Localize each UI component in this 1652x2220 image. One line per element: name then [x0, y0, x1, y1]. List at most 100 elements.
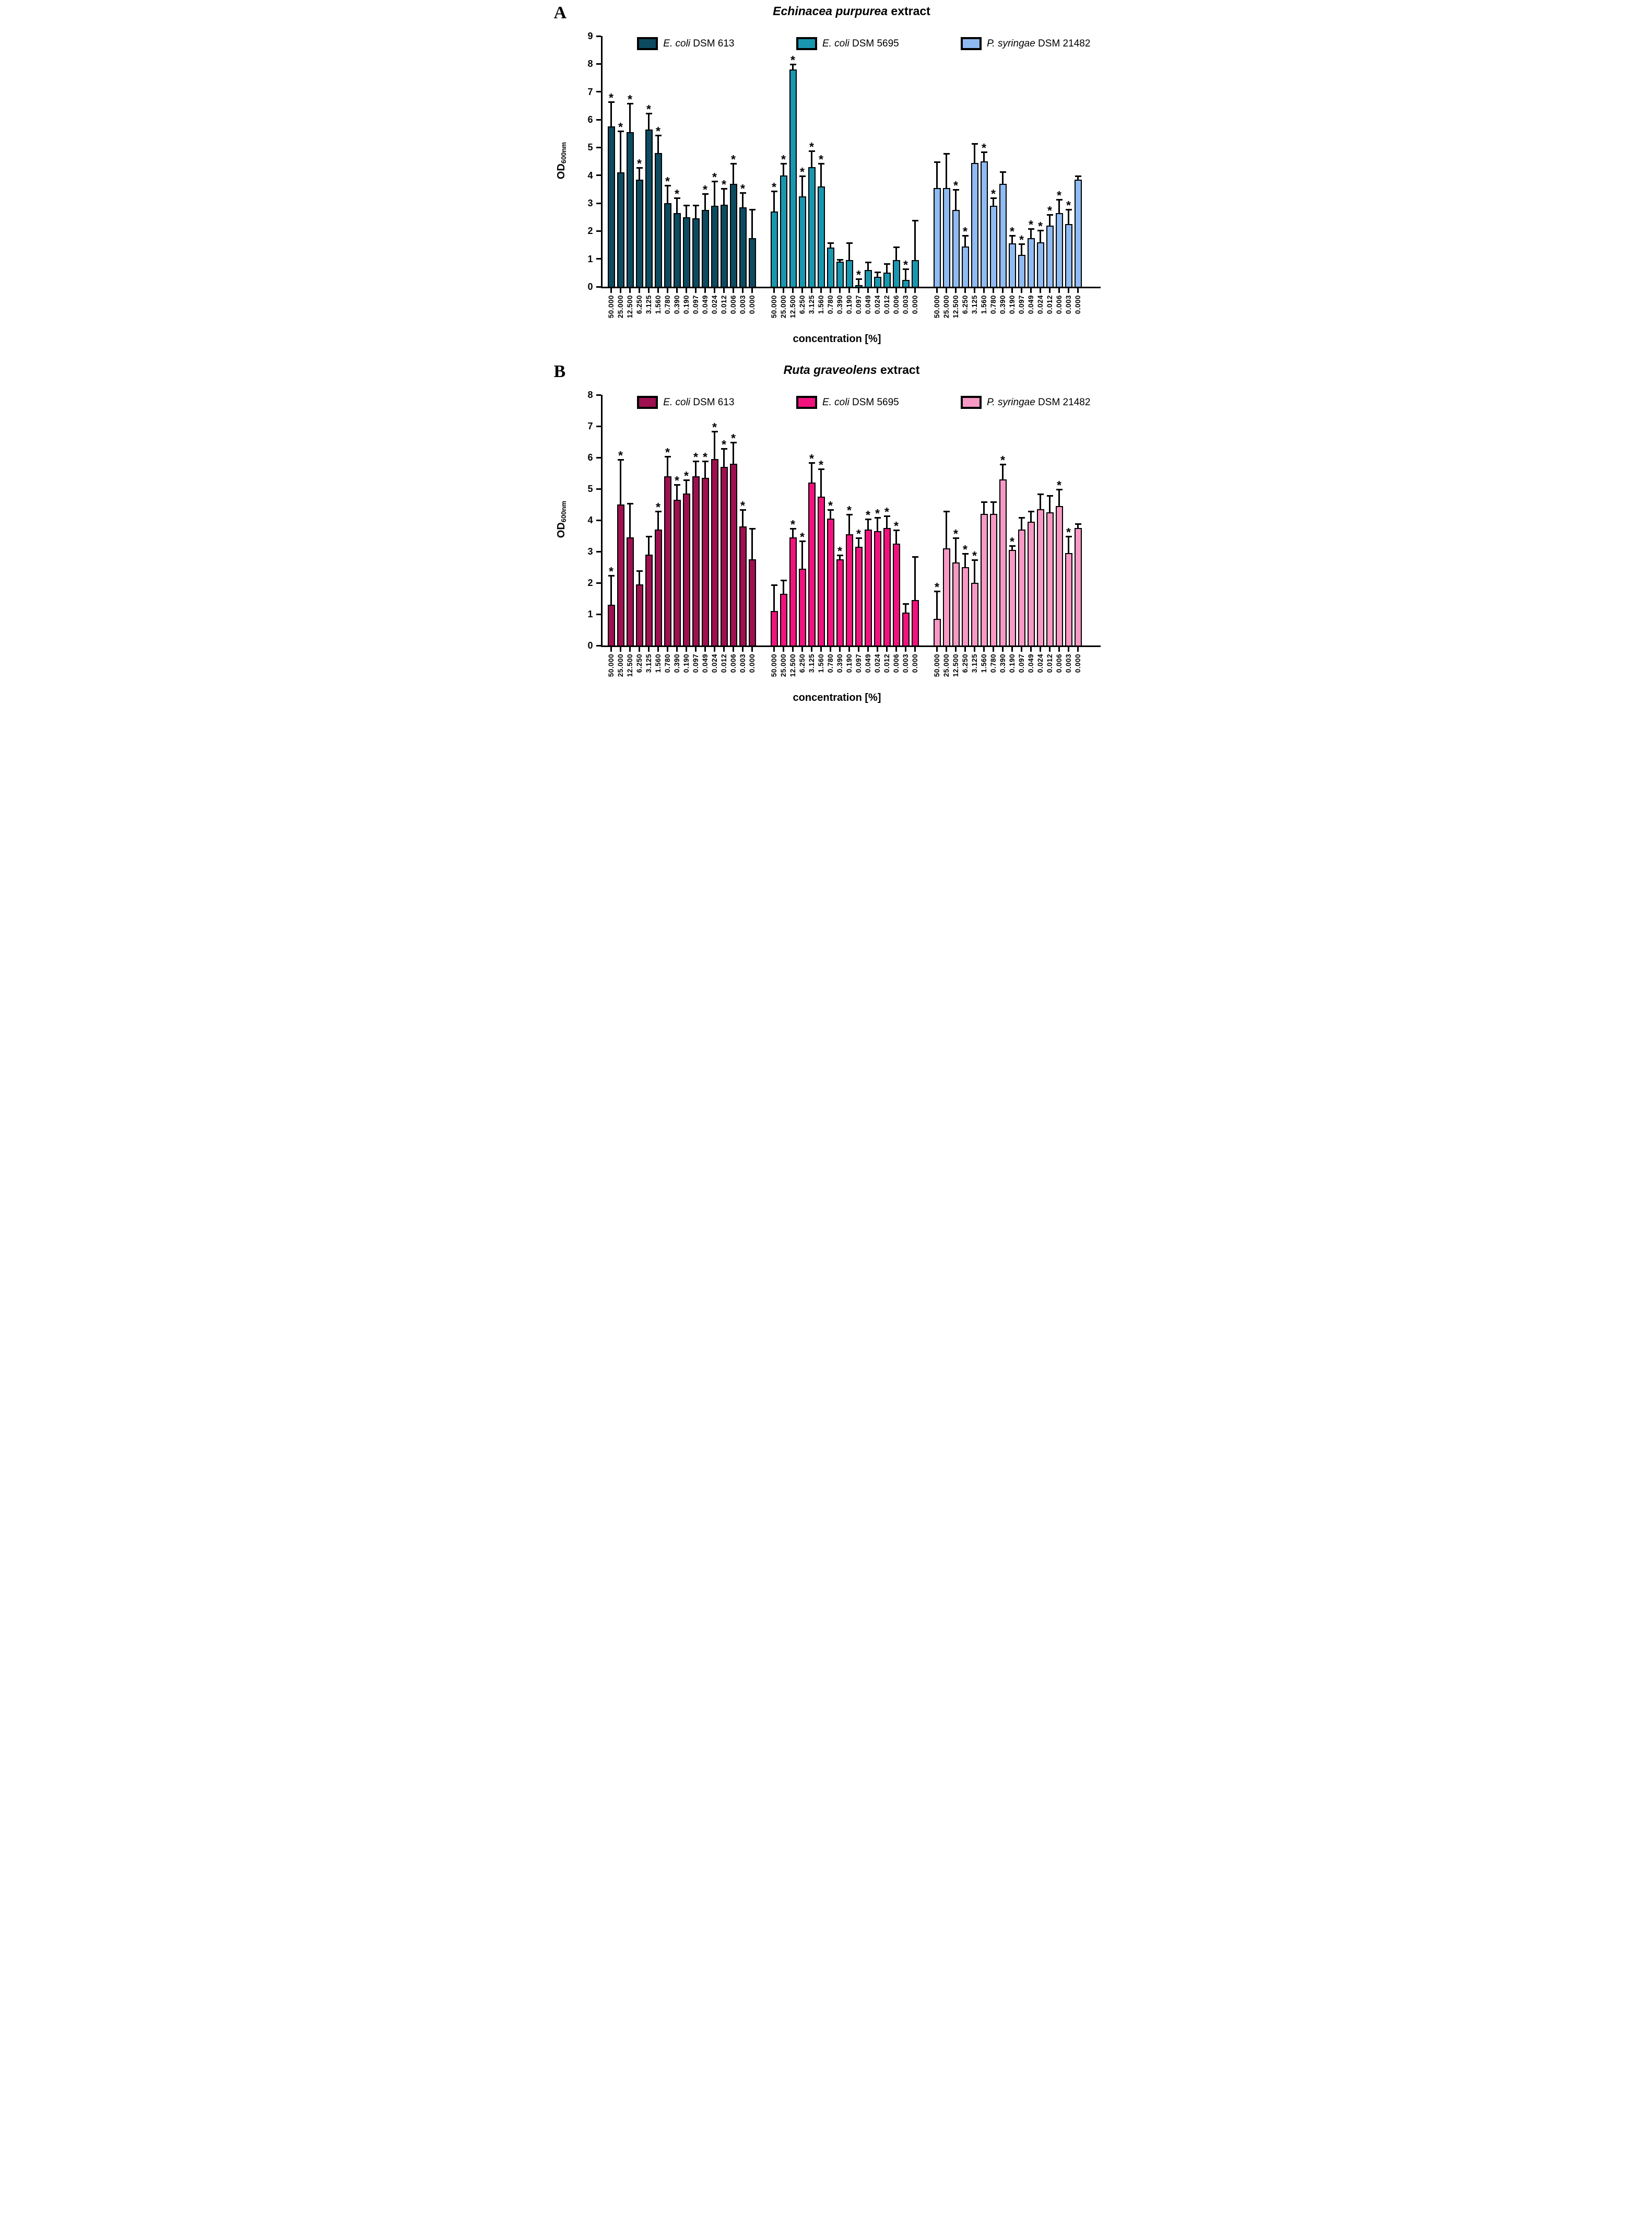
error-cap	[1075, 523, 1081, 525]
bar-cell: 0.049	[864, 36, 873, 314]
bar	[692, 218, 700, 287]
bar-cell: 0.780	[989, 395, 998, 673]
x-tick-mark	[686, 288, 687, 293]
significance-asterisk: *	[703, 450, 707, 464]
bar-cell: * 25.000	[779, 36, 788, 318]
x-tick-label-text: 1.560	[817, 654, 825, 673]
significance-asterisk: *	[837, 544, 842, 558]
significance-asterisk: *	[1057, 188, 1061, 202]
x-tick-mark	[905, 288, 906, 293]
error-bar	[686, 479, 687, 494]
x-tick-mark	[751, 647, 753, 652]
chart-title-rest: extract	[877, 363, 920, 377]
error-bar	[848, 514, 850, 534]
x-tick-mark	[773, 288, 775, 293]
x-tick-label-text: 50.000	[607, 295, 615, 319]
x-tick-label-text: 0.000	[1074, 654, 1082, 673]
error-cap	[855, 537, 862, 539]
x-tick-label-text: 0.003	[739, 295, 747, 314]
significance-asterisk: *	[675, 187, 679, 201]
chart-title: Echinacea purpurea extract	[600, 4, 1104, 18]
error-cap	[771, 584, 777, 586]
bar	[1027, 238, 1035, 287]
error-cap	[608, 101, 615, 103]
y-tick-mark	[596, 613, 601, 615]
x-tick-mark	[801, 647, 803, 652]
bar	[989, 206, 997, 287]
error-cap	[683, 479, 690, 481]
error-bar	[1077, 175, 1079, 180]
x-tick-mark	[839, 288, 841, 293]
x-tick-mark	[877, 647, 878, 652]
bar	[883, 528, 891, 645]
x-tick-mark	[723, 647, 725, 652]
bar-cell: * 0.003	[738, 36, 748, 314]
x-tick-mark	[1068, 288, 1069, 293]
y-tick-mark	[596, 146, 601, 148]
error-bar	[1021, 517, 1022, 530]
error-cap	[981, 501, 987, 503]
x-tick-mark	[648, 288, 650, 293]
error-bar	[610, 575, 612, 605]
error-bar	[629, 503, 631, 537]
error-bar	[877, 517, 878, 531]
bar	[645, 555, 653, 645]
y-tick-label: 8	[587, 58, 593, 69]
x-tick-mark	[983, 647, 985, 652]
bar	[892, 544, 900, 645]
x-tick-mark	[639, 288, 640, 293]
x-tick-label-text: 0.003	[1065, 295, 1072, 314]
bar-cell: 0.049	[1026, 395, 1036, 673]
significance-asterisk: *	[712, 420, 717, 434]
error-cap	[655, 511, 662, 512]
bar-cell: * 0.190	[1008, 36, 1017, 314]
x-tick-label-text: 1.560	[980, 295, 988, 314]
error-bar	[620, 459, 621, 504]
x-tick-mark	[723, 288, 725, 293]
bar-cell: 0.000	[1073, 36, 1083, 314]
x-tick-label-text: 3.125	[645, 295, 653, 314]
error-bar	[733, 162, 734, 184]
bar-cell: 0.006	[892, 36, 901, 314]
bar	[789, 69, 797, 287]
error-bar	[820, 468, 822, 497]
error-bar	[648, 536, 650, 555]
y-tick-label: 4	[587, 515, 593, 525]
x-tick-label-text: 6.250	[798, 654, 806, 673]
x-tick-label-text: 0.049	[864, 654, 872, 673]
bar-cell: * 0.024	[873, 395, 882, 673]
x-tick-mark	[657, 647, 659, 652]
error-bar	[620, 131, 621, 173]
error-cap	[1075, 175, 1081, 177]
x-tick-mark	[1077, 647, 1079, 652]
x-tick-mark	[704, 288, 706, 293]
error-cap	[674, 484, 680, 486]
error-cap	[952, 537, 959, 539]
bar-cell: * 0.006	[729, 36, 738, 314]
bar	[933, 619, 941, 645]
x-tick-label-text: 25.000	[617, 654, 624, 677]
error-cap	[893, 246, 900, 248]
bar	[673, 500, 681, 645]
x-tick-mark	[751, 288, 753, 293]
bar-cell: * 0.049	[701, 395, 710, 673]
bar-cell: * 50.000	[770, 36, 779, 318]
bar	[971, 162, 978, 287]
bar-cell: * 0.390	[672, 395, 682, 673]
significance-asterisk: *	[609, 91, 613, 105]
bar-group: 50.000 25.000 * 12.500 * 6.250 3.125 * 1.560 * 0.7…	[933, 36, 1083, 319]
bar-cell: * 0.006	[892, 395, 901, 673]
x-tick-label-text: 0.006	[1055, 295, 1063, 314]
x-tick-mark	[964, 647, 966, 652]
bar-cell: * 50.000	[607, 395, 616, 677]
bar	[1065, 224, 1072, 287]
bar-cell: 0.097	[691, 36, 701, 314]
significance-asterisk: *	[819, 152, 823, 166]
x-tick-mark	[1049, 647, 1051, 652]
error-cap	[780, 162, 787, 165]
x-tick-label-text: 0.006	[1055, 654, 1063, 673]
error-cap	[883, 515, 890, 517]
x-tick-mark	[848, 288, 850, 293]
y-axis-label-column: OD600nm	[553, 395, 571, 704]
